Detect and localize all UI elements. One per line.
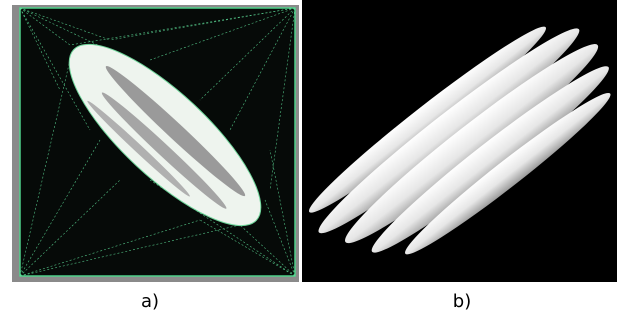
figure: a) b) (0, 0, 621, 321)
panel-a-image (12, 5, 299, 282)
panel-b-image (297, 0, 621, 298)
panel-label: a) (141, 291, 159, 312)
panel-label: b) (453, 291, 471, 312)
